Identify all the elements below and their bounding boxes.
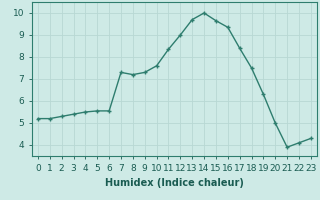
X-axis label: Humidex (Indice chaleur): Humidex (Indice chaleur) [105, 178, 244, 188]
